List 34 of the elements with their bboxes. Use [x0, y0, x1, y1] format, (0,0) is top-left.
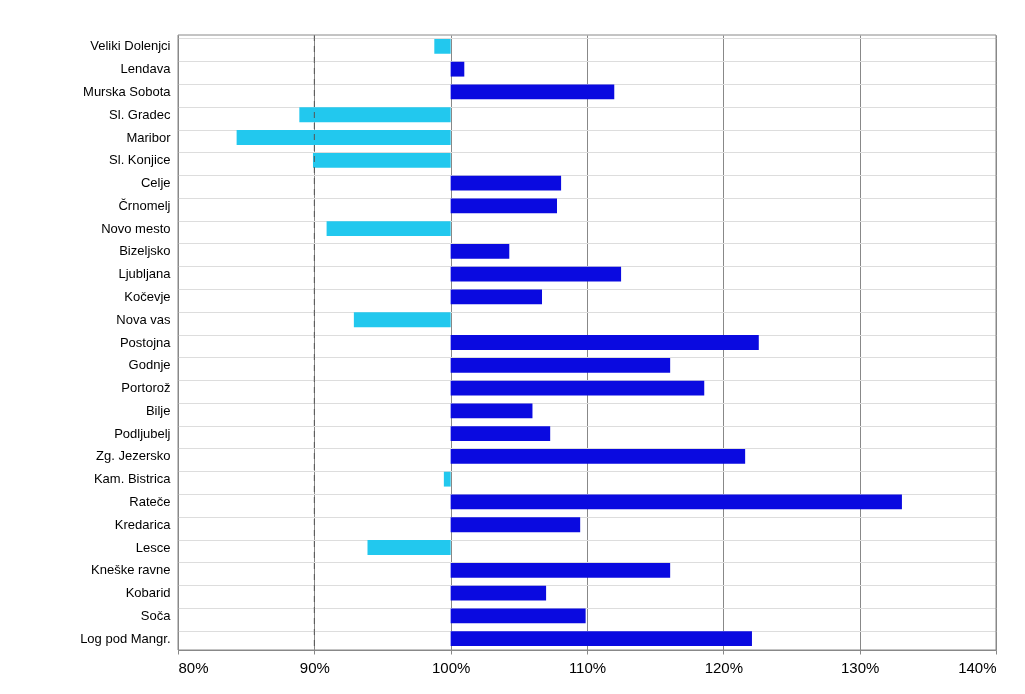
x-tick-label: 110% [568, 658, 607, 676]
y-tick-label: Soča [140, 607, 172, 623]
x-tick-label: 130% [840, 658, 880, 676]
y-tick-label: Maribor [126, 129, 172, 145]
y-tick-label: Kneške ravne [91, 562, 171, 578]
x-tick-label: 140% [958, 658, 997, 676]
y-tick-label: Sl. Gradec [109, 106, 171, 122]
y-tick-label: Rateče [129, 493, 171, 509]
y-tick-label: Črnomelj [118, 197, 171, 213]
y-tick-label: Sl. Konjice [109, 152, 171, 168]
y-tick-label: Postojna [119, 334, 172, 350]
y-tick-label: Portorož [121, 380, 171, 396]
y-tick-label: Bilje [145, 402, 171, 418]
y-tick-label: Kredarica [114, 516, 172, 532]
y-tick-label: Celje [140, 175, 171, 191]
x-tick-label: 100% [431, 658, 471, 676]
y-tick-label: Podljubelj [114, 425, 171, 441]
y-tick-label: Murska Sobota [83, 83, 172, 99]
y-tick-label: Kobarid [125, 585, 171, 601]
y-tick-label: Novo mesto [101, 220, 171, 236]
y-tick-label: Godnje [128, 357, 171, 373]
x-tick-label: 80% [178, 658, 209, 676]
y-tick-label: Kočevje [124, 288, 171, 304]
y-tick-label: Veliki Dolenjci [90, 38, 171, 54]
y-tick-label: Bizeljsko [119, 243, 171, 259]
x-tick-label: 120% [704, 658, 744, 676]
y-tick-label: Kam. Bistrica [93, 471, 172, 487]
y-tick-label: Lesce [135, 539, 171, 555]
y-tick-label: Nova vas [116, 311, 171, 327]
y-tick-label: Zg. Jezersko [96, 448, 171, 464]
y-tick-label: Log pod Mangr. [80, 630, 171, 646]
x-tick-label: 90% [299, 658, 330, 676]
y-tick-label: Lendava [120, 61, 172, 77]
y-tick-label: Ljubljana [118, 266, 172, 282]
